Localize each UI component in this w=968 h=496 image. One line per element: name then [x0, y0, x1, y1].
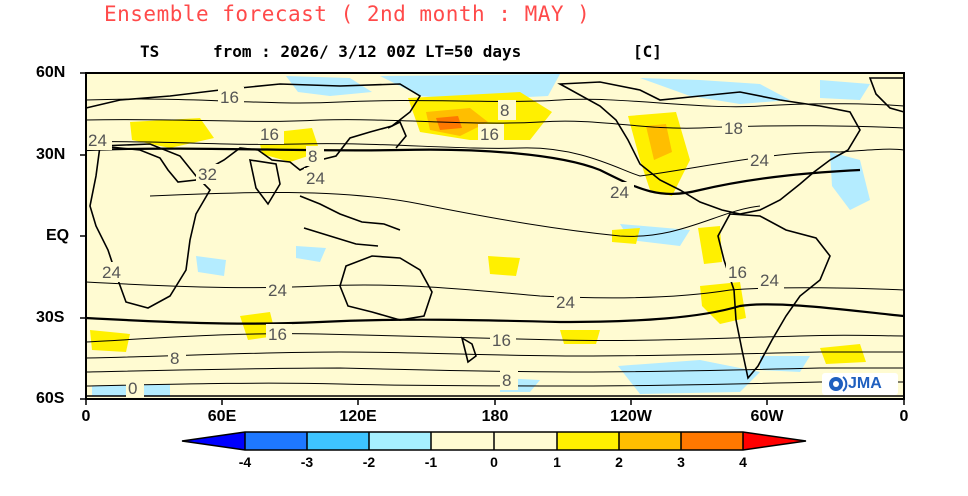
contour-label: 16 [492, 331, 511, 350]
lon-label-60w: 60W [750, 408, 784, 425]
lat-label-60s: 60S [36, 390, 65, 407]
contour-label: 24 [610, 183, 629, 202]
unit-label: [C] [633, 42, 662, 61]
contour-label: 24 [760, 271, 779, 290]
contour-label: 0 [128, 379, 137, 398]
lat-label-60n: 60N [36, 64, 66, 81]
contour-label: 18 [724, 119, 743, 138]
colorbar-label: -4 [238, 454, 252, 470]
contour-label: 16 [220, 88, 239, 107]
colorbar-label: 1 [553, 454, 561, 470]
colorbar-segment [743, 432, 806, 450]
contour-label: 16 [480, 125, 499, 144]
colorbar-segment [619, 432, 681, 450]
tropical-isotherms [85, 147, 905, 325]
contour-label: 24 [268, 281, 287, 300]
colorbar-label: -2 [362, 454, 376, 470]
contour-labels: 16 8 16 24 16 8 32 24 18 24 24 24 24 16 … [86, 87, 784, 398]
colorbar-segment [307, 432, 369, 450]
jma-logo-icon [822, 373, 898, 395]
contour-label: 24 [750, 151, 769, 170]
lat-label-30n: 30N [36, 146, 66, 163]
colorbar-segment [245, 432, 307, 450]
init-time-label: from : 2026/ 3/12 00Z LT=50 days [213, 42, 522, 61]
contour-label: 8 [500, 101, 509, 120]
contour-label: 16 [728, 263, 747, 282]
contour-label: 24 [556, 293, 575, 312]
contour-label: 16 [268, 325, 287, 344]
colorbar-segment [369, 432, 431, 450]
contour-label: 32 [198, 165, 217, 184]
axis-ticks [80, 72, 905, 405]
contour-label: 16 [260, 125, 279, 144]
map-title: Ensemble forecast ( 2nd month : MAY ) [104, 2, 591, 26]
lon-label-180: 180 [481, 408, 509, 425]
coastlines [85, 77, 905, 397]
colorbar-label: -3 [300, 454, 314, 470]
jma-logo-text: JMA [848, 375, 882, 392]
lon-label-0-east: 0 [899, 408, 909, 425]
colorbar-label: 0 [490, 454, 498, 470]
contour-label: 24 [88, 131, 107, 150]
contour-label: 24 [306, 169, 325, 188]
colorbar-label: -1 [424, 454, 438, 470]
lon-label-60e: 60E [207, 408, 237, 425]
lon-label-120w: 120W [610, 408, 652, 425]
temperature-contours [85, 98, 905, 387]
variable-label: TS [140, 42, 160, 61]
contour-label: 24 [102, 263, 121, 282]
colorbar-label: 2 [615, 454, 623, 470]
colorbar [181, 431, 807, 451]
contour-label: 8 [308, 147, 317, 166]
lon-label-120e: 120E [339, 408, 377, 425]
lat-label-30s: 30S [36, 309, 65, 326]
lon-label-0: 0 [81, 408, 91, 425]
colorbar-label: 4 [739, 454, 747, 470]
contour-label: 8 [502, 371, 511, 390]
contour-label: 8 [170, 349, 179, 368]
colorbar-label: 3 [677, 454, 685, 470]
colorbar-segment [557, 432, 619, 450]
colorbar-segment [681, 432, 743, 450]
lat-label-eq: EQ [46, 227, 70, 244]
colorbar-segment [182, 432, 245, 450]
